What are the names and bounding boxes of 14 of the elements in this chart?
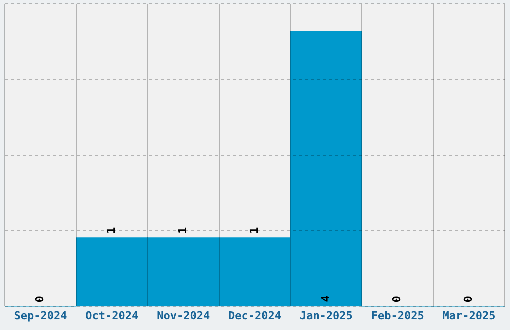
data-label: 0: [462, 296, 476, 303]
x-tick-label: Feb-2025: [371, 309, 424, 322]
data-label: 1: [248, 226, 261, 234]
x-tick-label: Oct-2024: [86, 309, 140, 322]
x-tick-label: Nov-2024: [157, 309, 210, 322]
data-label: 1: [105, 226, 118, 234]
x-tick-label: Jan-2025: [300, 309, 353, 322]
data-label: 4: [319, 295, 332, 302]
x-tick-label: Dec-2024: [228, 309, 282, 322]
x-tick-label: Mar-2025: [442, 309, 496, 322]
x-tick-label: Sep-2024: [14, 309, 68, 322]
data-label: 0: [34, 296, 47, 303]
data-label: 1: [176, 226, 190, 234]
data-label: 0: [390, 296, 404, 303]
